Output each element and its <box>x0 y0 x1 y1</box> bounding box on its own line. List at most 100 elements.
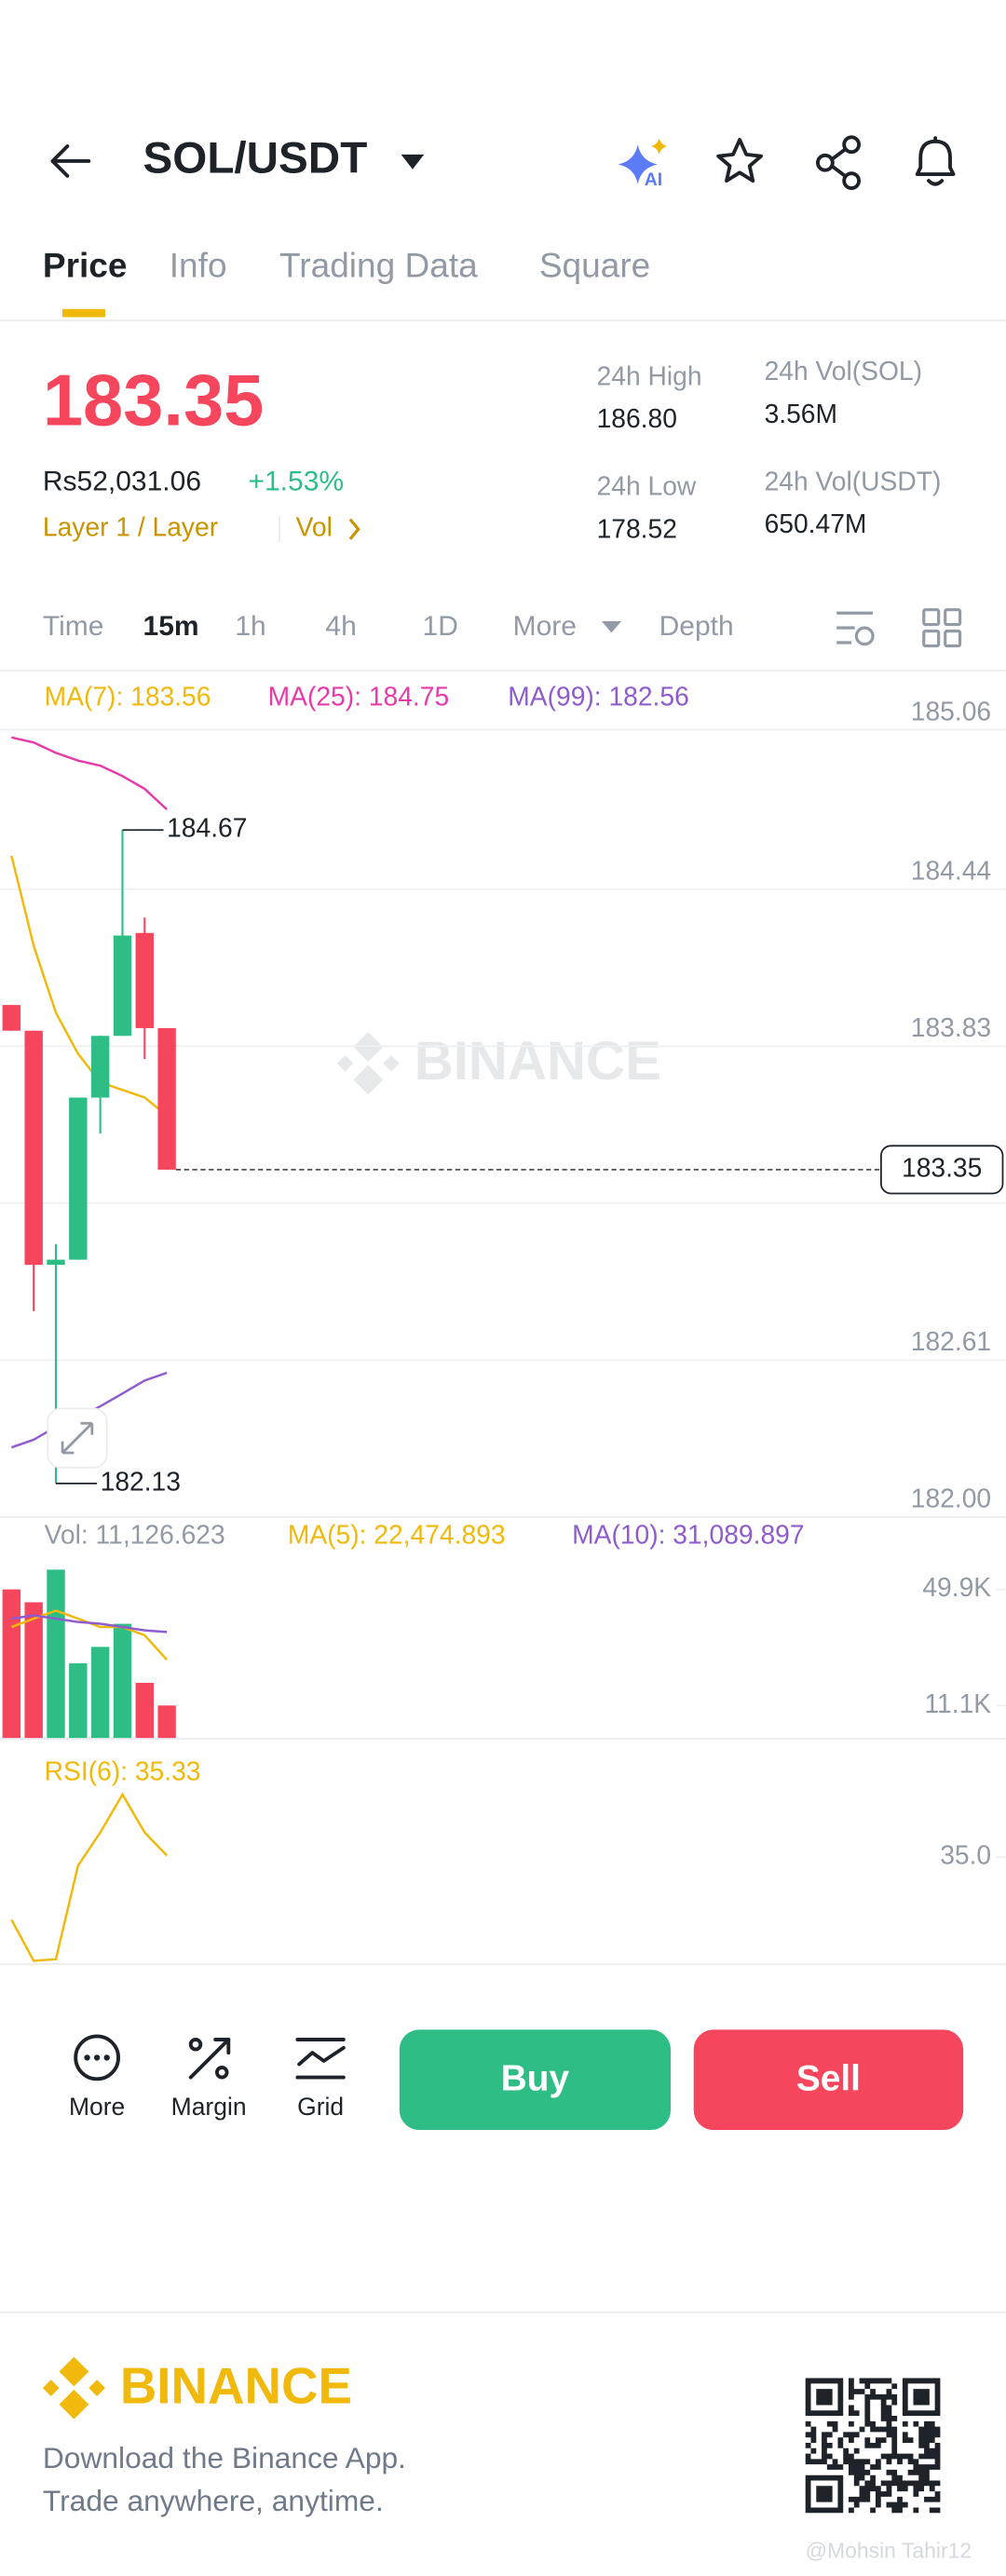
qr-code <box>805 2378 941 2514</box>
last-price: 183.35 <box>43 360 264 441</box>
toolbar-label[interactable]: Grid <box>297 2093 344 2121</box>
interval[interactable]: More <box>513 611 577 642</box>
price-change: +1.53% <box>248 467 344 497</box>
stat-value: 178.52 <box>597 513 677 543</box>
chart: 185.06184.44183.83183.22182.61182.00MA(7… <box>0 681 1006 1962</box>
pair-title[interactable]: SOL/USDT <box>143 134 368 183</box>
ma-legend: MA(7): 183.56 <box>45 681 211 711</box>
volume-ma-legend: MA(10): 31,089.897 <box>572 1519 804 1549</box>
toolbar-label[interactable]: More <box>69 2093 125 2121</box>
volume-bar <box>2 1589 21 1740</box>
tab[interactable]: Info <box>170 245 227 284</box>
stat-label: 24h Vol(SOL) <box>765 356 922 386</box>
footer-text: Trade anywhere, anytime. <box>43 2484 384 2517</box>
share-button[interactable] <box>815 135 861 190</box>
volume-bar <box>69 1663 88 1740</box>
layout-button[interactable] <box>922 608 962 648</box>
toolbar: More Margin Grid <box>69 2093 344 2121</box>
y-tick-label: 182.00 <box>911 1484 991 1513</box>
watermark: BINANCE <box>415 1031 661 1091</box>
low-label: 182.13 <box>101 1466 181 1496</box>
tab[interactable]: Square <box>539 245 650 284</box>
sell-button[interactable] <box>693 2029 964 2131</box>
candle-body <box>135 932 154 1028</box>
vol-link-arrow[interactable] <box>348 518 360 540</box>
interval[interactable]: Depth <box>659 611 734 642</box>
candle-body <box>24 1030 43 1266</box>
interval[interactable]: 15m <box>143 611 199 642</box>
volume-bar <box>90 1647 110 1740</box>
tab[interactable]: Trading Data <box>279 245 478 284</box>
buy-label[interactable]: Buy <box>501 2058 570 2098</box>
footer-text: Download the Binance App. <box>43 2441 406 2474</box>
last-price-box <box>879 1145 1004 1195</box>
more-dropdown[interactable] <box>601 621 622 633</box>
favorite-button[interactable] <box>716 138 763 183</box>
volume-bar <box>47 1569 65 1740</box>
y-tick-label: 182.61 <box>911 1326 991 1356</box>
volume-bar <box>135 1682 154 1740</box>
candle-body <box>2 1005 21 1031</box>
brand-name: BINANCE <box>120 2356 352 2414</box>
interval[interactable]: 4h <box>325 611 356 642</box>
vol-link[interactable]: Vol <box>296 512 333 542</box>
category-tag[interactable]: Layer 1 / Layer <box>43 512 218 542</box>
stat-value: 650.47M <box>765 508 867 538</box>
rsi-legend: RSI(6): 35.33 <box>45 1756 201 1786</box>
tab[interactable]: Price <box>43 245 128 284</box>
alert-button[interactable] <box>915 136 956 186</box>
watermark-logo <box>336 1032 400 1095</box>
fiat-price: Rs52,031.06 <box>43 467 201 497</box>
y-tick-label: 184.44 <box>911 856 991 886</box>
interval-bar: Time 15m 1h 4h 1D More Depth <box>43 611 734 642</box>
volume-bar <box>24 1602 43 1740</box>
stat-label: 24h Low <box>597 471 697 501</box>
interval[interactable]: Time <box>43 611 104 642</box>
indicator-settings[interactable] <box>836 611 875 646</box>
candle-body <box>157 1027 176 1170</box>
y-tick-label: 11.1K <box>924 1688 991 1718</box>
stat-label: 24h High <box>597 360 702 390</box>
stat-label: 24h Vol(USDT) <box>765 466 942 495</box>
ai-button[interactable]: AI <box>618 138 668 190</box>
last-price-label: 183.35 <box>902 1152 982 1182</box>
volume-bar <box>113 1623 132 1740</box>
qr-modules <box>805 2378 941 2514</box>
credit: @Mohsin Tahir12 <box>806 2539 972 2563</box>
brand-logo <box>42 2356 105 2420</box>
y-tick-label: 183.83 <box>911 1012 991 1042</box>
back-button[interactable] <box>50 144 91 178</box>
svg-text:AI: AI <box>645 169 662 190</box>
stat-value: 186.80 <box>597 403 677 433</box>
y-tick-label: 49.9K <box>922 1572 991 1602</box>
stat-value: 3.56M <box>765 399 837 428</box>
sell-label[interactable]: Sell <box>796 2058 861 2098</box>
volume-ma-legend: MA(5): 22,474.893 <box>288 1519 506 1549</box>
more-icon[interactable] <box>74 2034 121 2081</box>
volume-ma-line <box>11 1614 168 1634</box>
interval[interactable]: 1h <box>235 611 265 642</box>
y-tick-label: 185.06 <box>911 696 991 725</box>
interval[interactable]: 1D <box>423 611 458 642</box>
volume-label: Vol: 11,126.623 <box>45 1519 225 1549</box>
y-tick-label: 35.0 <box>940 1840 991 1870</box>
tab-bar: Price Info Trading Data Square <box>43 245 650 284</box>
toolbar-label[interactable]: Margin <box>171 2093 247 2121</box>
ma-legend: MA(99): 182.56 <box>508 681 689 711</box>
candle-body <box>90 1036 110 1098</box>
pair-dropdown[interactable] <box>401 154 425 169</box>
volume-bar <box>157 1705 176 1740</box>
ma-line <box>10 855 168 1117</box>
margin-icon[interactable] <box>188 2038 231 2080</box>
grid-icon[interactable] <box>295 2038 346 2080</box>
candle-body <box>113 935 132 1037</box>
active-tab-indicator <box>62 308 105 318</box>
expand-button[interactable] <box>47 1407 108 1469</box>
ma-line <box>11 736 168 811</box>
buy-button[interactable] <box>399 2029 671 2131</box>
candle-body <box>69 1097 88 1260</box>
high-label: 184.67 <box>167 813 247 843</box>
ma-legend: MA(25): 184.75 <box>268 681 450 711</box>
